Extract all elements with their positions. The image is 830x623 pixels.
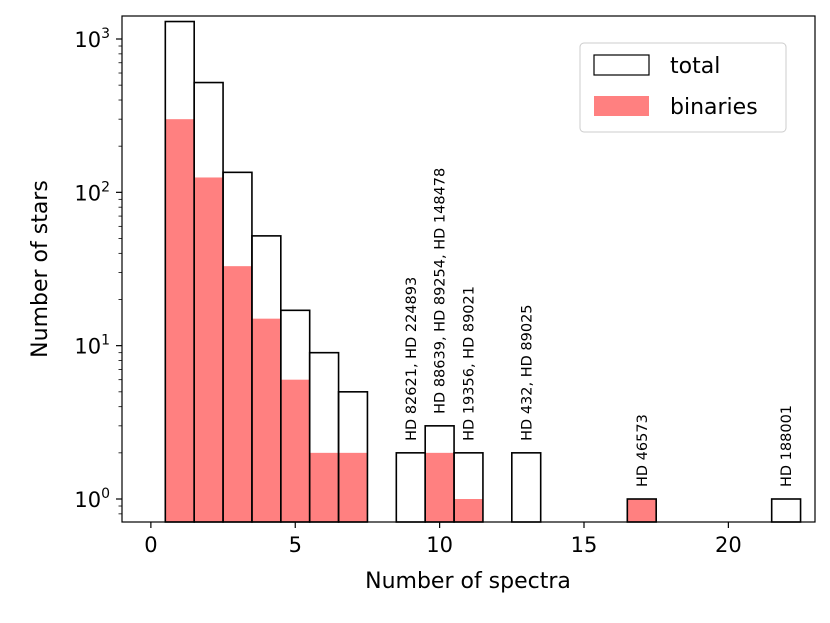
- y-tick-label-3: 103: [74, 26, 110, 52]
- x-tick-label-15: 15: [571, 533, 598, 557]
- annotation-3: HD 432, HD 89025: [519, 304, 535, 440]
- total-bar-22: [770, 498, 802, 523]
- legend-binaries-label: binaries: [670, 95, 758, 120]
- legend-binaries-swatch: [594, 96, 649, 116]
- annotation-1: HD 88639, HD 89254, HD 148478: [433, 168, 449, 414]
- legend-total-swatch: [593, 54, 650, 76]
- annotation-0: HD 82621, HD 224893: [404, 277, 420, 441]
- x-tick-label-10: 10: [426, 533, 453, 557]
- y-tick-label-2: 102: [74, 179, 110, 205]
- y-axis-label: Number of stars: [28, 180, 53, 358]
- x-tick-label-20: 20: [715, 533, 742, 557]
- y-axis-ticks: 100 101 102 103: [74, 26, 122, 515]
- binaries-bars: [165, 119, 657, 522]
- annotation-2: HD 19356, HD 89021: [462, 286, 478, 441]
- total-bar-9: [395, 452, 426, 523]
- binaries-bar-7: [338, 452, 368, 522]
- legend: total binaries: [579, 42, 787, 133]
- x-tick-label-0: 0: [144, 533, 157, 557]
- binaries-bar-1: [165, 119, 195, 522]
- binaries-bar-3: [223, 266, 252, 522]
- plot-frame: [121, 15, 816, 523]
- total-bar-13: [511, 452, 542, 523]
- x-axis-ticks: 0 5 10 15 20: [144, 522, 742, 557]
- annotation-4: HD 46573: [635, 414, 651, 487]
- binaries-bar-17: [627, 499, 657, 522]
- star-annotations: HD 82621, HD 224893 HD 88639, HD 89254, H…: [404, 168, 795, 487]
- annotation-5: HD 188001: [779, 405, 795, 487]
- binaries-bar-10: [425, 452, 455, 522]
- legend-total-label: total: [670, 54, 720, 79]
- binaries-bar-2: [194, 177, 224, 522]
- binaries-bar-5: [280, 379, 310, 522]
- x-tick-label-5: 5: [289, 533, 302, 557]
- binaries-bar-11: [454, 499, 483, 522]
- y-tick-label-1: 101: [74, 333, 110, 359]
- x-axis-label: Number of spectra: [365, 569, 571, 594]
- y-tick-label-0: 100: [74, 486, 110, 512]
- binaries-bar-4: [251, 318, 281, 522]
- binaries-bar-6: [309, 452, 339, 522]
